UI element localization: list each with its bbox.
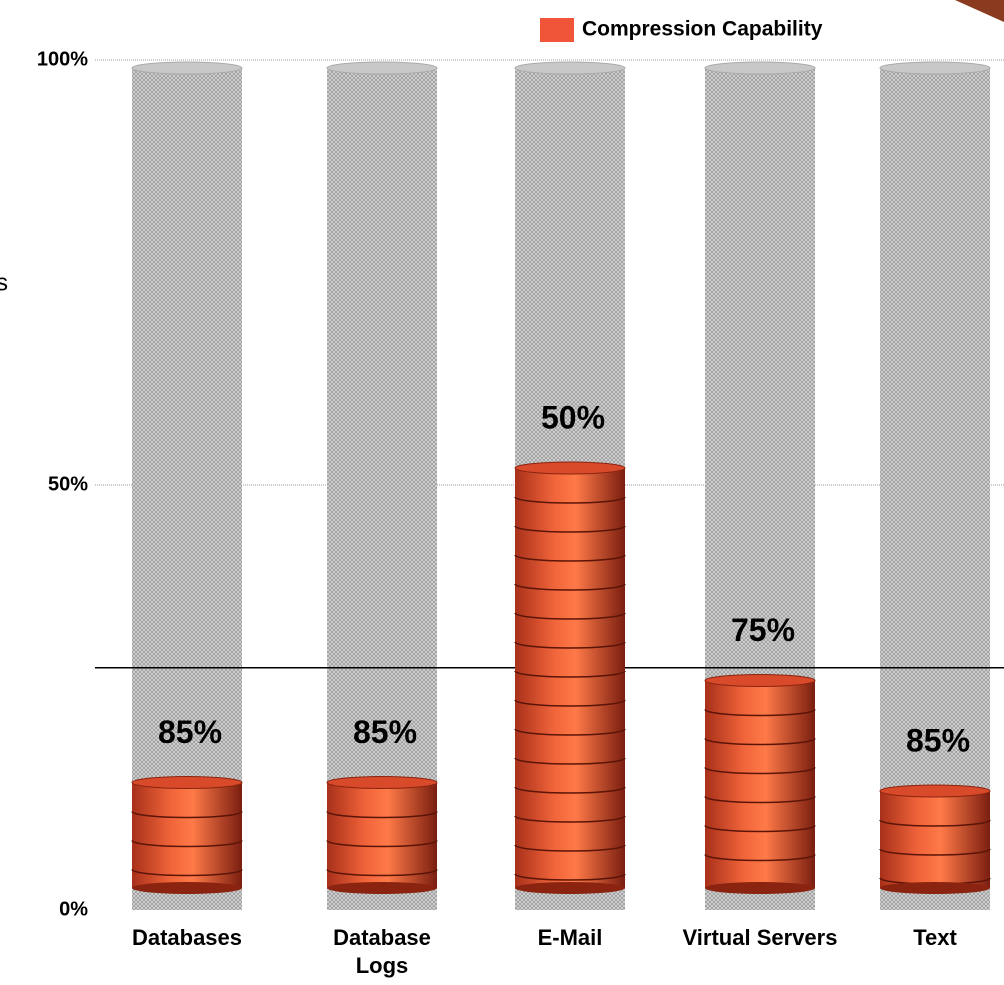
disc-edge [326,840,438,848]
disc-edge [514,496,626,504]
cylinder-top [704,61,816,75]
bar-top [131,776,243,789]
x-tick-label: E-Mail [537,925,603,950]
x-tick-label: Virtual Servers [682,925,838,950]
disc-edge [704,854,816,862]
bar [515,468,625,888]
bar-annotation: 50% [541,399,605,435]
disc-edge [879,848,991,856]
disc-edge [131,811,243,819]
cylinder-top [131,61,243,75]
bar-discs [879,784,991,894]
cylinder-top [879,61,991,75]
bar-discs [514,461,626,894]
cylinder-top [514,61,626,75]
cylinder-top [326,61,438,75]
cylinder-background [132,68,242,910]
bar-bottom-edge [515,882,625,894]
cylinder-background [327,68,437,910]
y-tick-label: 50% [48,473,88,495]
disc-edge [514,844,626,852]
disc-edge [131,840,243,848]
bar-top [514,461,626,475]
bar-top [326,776,438,789]
disc-edge [704,738,816,746]
bar-top [879,784,991,798]
disc-edge [704,825,816,833]
disc-edge [514,554,626,562]
bar [880,791,990,888]
disc-edge [879,819,991,827]
disc-edge [514,641,626,649]
disc-edge [514,612,626,620]
x-tick-label: Database Logs [333,925,431,978]
disc-edge [704,767,816,775]
disc-edge [326,869,438,877]
bar-discs [131,776,243,894]
disc-edge [514,757,626,765]
bar-bottom-edge [132,882,242,894]
bar-annotation: 85% [353,714,417,750]
bar-bottom-edge [705,882,815,894]
disc-edge [514,699,626,707]
disc-edge [514,873,626,881]
disc-edge [131,869,243,877]
disc-edge [514,815,626,823]
disc-edge [326,811,438,819]
bar-discs [326,776,438,894]
bar [132,782,242,888]
bar-bottom-edge [880,882,990,894]
bar-annotation: 85% [906,722,970,758]
disc-edge [704,796,816,804]
legend-label: Compression Capability [582,18,823,41]
corner-decoration [955,0,1004,22]
bar-annotation: 85% [158,714,222,750]
disc-edge [514,670,626,678]
legend-swatch [540,18,574,42]
disc-edge [704,709,816,717]
bar-discs [704,674,816,894]
disc-edge [514,525,626,533]
bar-annotation: 75% [731,612,795,648]
side-text: s [0,269,8,296]
disc-edge [514,583,626,591]
y-tick-label: 0% [59,898,88,920]
x-tick-label: Databases [131,925,243,950]
disc-edge [514,728,626,736]
y-tick-label: 100% [37,48,88,70]
bar [327,782,437,888]
x-tick-label: Text [913,925,957,950]
disc-edge [514,786,626,794]
bar-top [704,674,816,687]
bar-bottom-edge [327,882,437,894]
bar [705,680,815,888]
cylinder-background [880,68,990,910]
